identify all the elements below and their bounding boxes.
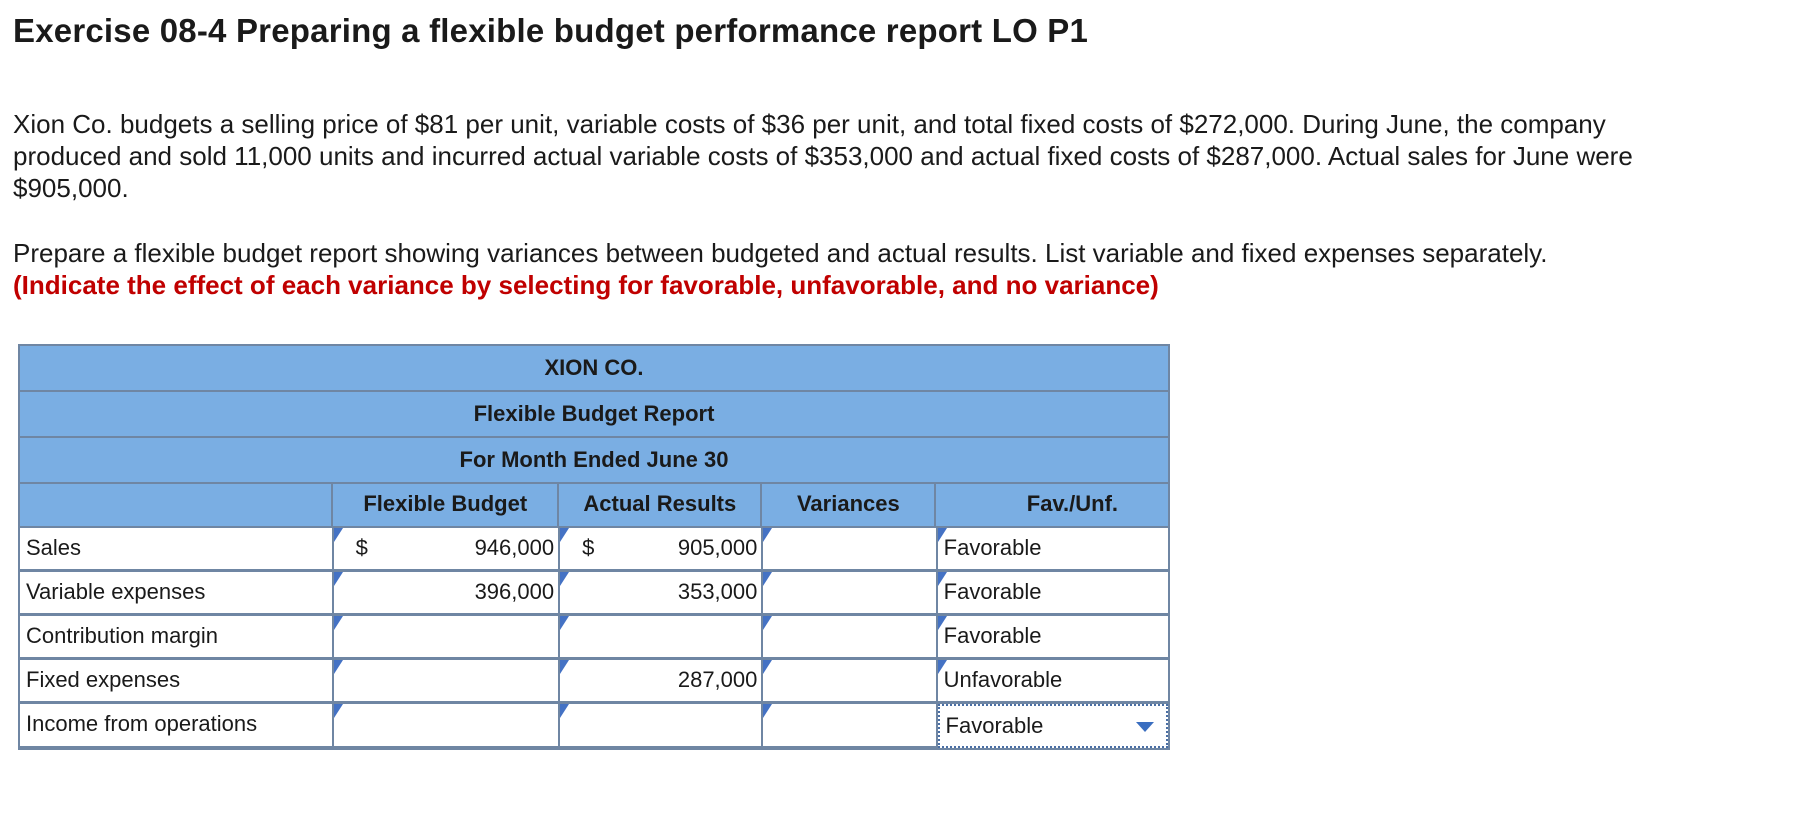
table-row: Variable expenses 396,000 353,000 Favora… [20, 572, 1168, 616]
instruction-text: (Indicate the effect of each variance by… [13, 270, 1159, 300]
variance-input[interactable] [763, 528, 938, 572]
column-header-flexible-budget: Flexible Budget [333, 484, 560, 528]
table-row: Contribution margin Favorable [20, 616, 1168, 660]
table-row: Sales $ 946,000 $ 905,000 Favorable [20, 528, 1168, 572]
exercise-title: Exercise 08-4 Preparing a flexible budge… [13, 12, 1089, 49]
fav-unf-select[interactable]: Favorable [937, 572, 1168, 616]
column-header-variances: Variances [762, 484, 937, 528]
problem-text: Xion Co. budgets a selling price of $81 … [13, 109, 1633, 203]
flexible-budget-input[interactable] [333, 660, 561, 704]
actual-results-input[interactable]: $ 905,000 [560, 528, 764, 572]
actual-results-value: 905,000 [677, 535, 758, 560]
dollar-sign: $ [582, 535, 595, 560]
fav-unf-select-focused[interactable]: Favorable [937, 704, 1169, 748]
report-name: Flexible Budget Report [20, 392, 1168, 438]
flexible-budget-value: 946,000 [474, 535, 555, 560]
report-company: XION CO. [20, 346, 1168, 392]
table-row: Fixed expenses 287,000 Unfavorable [20, 660, 1168, 704]
dropdown-arrow-icon[interactable] [1136, 722, 1155, 732]
fav-unf-selected-value: Favorable [945, 713, 1044, 738]
row-label-fixed-expenses: Fixed expenses [20, 660, 334, 704]
flexible-budget-input[interactable]: 396,000 [333, 572, 561, 616]
flexible-budget-report: XION CO. Flexible Budget Report For Mont… [18, 344, 1170, 750]
actual-results-input[interactable]: 287,000 [560, 660, 764, 704]
table-row: Income from operations Favorable [20, 704, 1169, 748]
row-label-variable-expenses: Variable expenses [20, 572, 334, 616]
row-label-contribution-margin: Contribution margin [20, 616, 334, 660]
report-period: For Month Ended June 30 [20, 438, 1168, 484]
column-header-fav-unf: Fav./Unf. [936, 484, 1169, 528]
dollar-sign: $ [355, 535, 368, 560]
actual-results-input[interactable]: 353,000 [560, 572, 764, 616]
prompt-block: Prepare a flexible budget report showing… [13, 237, 1703, 301]
fav-unf-select[interactable]: Unfavorable [937, 660, 1168, 704]
variance-input[interactable] [763, 616, 938, 660]
actual-results-input[interactable] [560, 616, 764, 660]
prompt-text: Prepare a flexible budget report showing… [13, 238, 1548, 268]
column-header-actual-results: Actual Results [559, 484, 763, 528]
variance-input[interactable] [763, 572, 938, 616]
flexible-budget-input[interactable]: $ 946,000 [333, 528, 561, 572]
variance-input[interactable] [763, 704, 938, 748]
flexible-budget-input[interactable] [333, 704, 561, 748]
fav-unf-select[interactable]: Favorable [937, 528, 1168, 572]
fav-unf-select[interactable]: Favorable [937, 616, 1168, 660]
flexible-budget-input[interactable] [333, 616, 561, 660]
column-header-label [20, 484, 334, 528]
column-header-row: Flexible Budget Actual Results Variances… [20, 484, 1169, 528]
actual-results-input[interactable] [560, 704, 764, 748]
variance-input[interactable] [763, 660, 938, 704]
row-label-sales: Sales [20, 528, 334, 572]
row-label-income-from-operations: Income from operations [20, 704, 334, 748]
